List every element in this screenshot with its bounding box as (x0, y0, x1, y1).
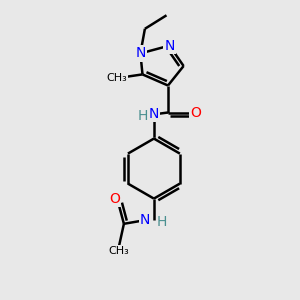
Text: O: O (190, 106, 201, 119)
Text: H: H (138, 109, 148, 122)
Text: N: N (164, 39, 175, 52)
Text: N: N (149, 107, 159, 121)
Text: O: O (109, 192, 120, 206)
Text: CH₃: CH₃ (108, 246, 129, 256)
Text: N: N (135, 46, 146, 60)
Text: CH₃: CH₃ (106, 73, 127, 83)
Text: H: H (157, 215, 167, 229)
Text: N: N (140, 213, 150, 227)
